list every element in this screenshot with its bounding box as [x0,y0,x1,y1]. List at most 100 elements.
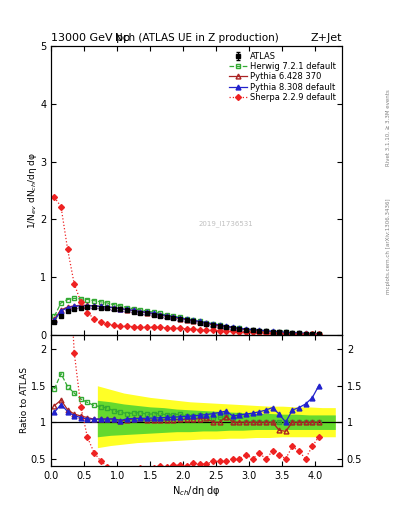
Line: Herwig 7.2.1 default: Herwig 7.2.1 default [52,296,321,336]
Sherpa 2.2.9 default [237,329,242,335]
Pythia 6.428 370 [316,331,321,337]
Herwig 7.2.1 default [277,329,281,335]
Pythia 6.428 370 [118,306,123,312]
Sherpa 2.2.9 default [250,329,255,335]
Pythia 8.308 default [197,318,202,325]
Text: Z+Jet: Z+Jet [310,33,342,44]
Pythia 8.308 default [145,309,149,315]
Pythia 8.308 default [52,317,57,324]
Herwig 7.2.1 default [310,331,314,337]
Herwig 7.2.1 default [158,310,163,316]
Sherpa 2.2.9 default [184,326,189,332]
Herwig 7.2.1 default [270,329,275,335]
Herwig 7.2.1 default [197,318,202,325]
Pythia 6.428 370 [310,331,314,337]
Pythia 6.428 370 [131,307,136,313]
Herwig 7.2.1 default [171,313,176,319]
Pythia 8.308 default [250,327,255,333]
Line: Sherpa 2.2.9 default: Sherpa 2.2.9 default [52,195,321,336]
Herwig 7.2.1 default [224,324,229,330]
Text: 2019_I1736531: 2019_I1736531 [198,220,253,227]
Text: mcplots.cern.ch [arXiv:1306.3436]: mcplots.cern.ch [arXiv:1306.3436] [386,198,391,293]
Herwig 7.2.1 default [112,302,116,308]
Sherpa 2.2.9 default [65,246,70,252]
Herwig 7.2.1 default [164,312,169,318]
Sherpa 2.2.9 default [158,324,163,330]
Sherpa 2.2.9 default [270,330,275,336]
Pythia 6.428 370 [204,320,209,326]
Pythia 6.428 370 [217,323,222,329]
Y-axis label: Ratio to ATLAS: Ratio to ATLAS [20,367,29,433]
Sherpa 2.2.9 default [59,203,63,209]
Pythia 6.428 370 [98,304,103,310]
Sherpa 2.2.9 default [105,321,110,327]
Pythia 8.308 default [191,317,196,324]
Line: Pythia 6.428 370: Pythia 6.428 370 [52,303,321,336]
Pythia 6.428 370 [297,330,301,336]
Pythia 6.428 370 [85,302,90,308]
Pythia 8.308 default [112,305,116,311]
Pythia 6.428 370 [72,303,77,309]
Sherpa 2.2.9 default [151,324,156,330]
Pythia 8.308 default [297,330,301,336]
Herwig 7.2.1 default [52,313,57,319]
Pythia 6.428 370 [197,319,202,325]
Pythia 6.428 370 [257,328,262,334]
Pythia 6.428 370 [92,303,96,309]
Sherpa 2.2.9 default [217,328,222,334]
Pythia 8.308 default [316,331,321,337]
Pythia 8.308 default [237,325,242,331]
Herwig 7.2.1 default [105,300,110,306]
Pythia 8.308 default [151,310,156,316]
Sherpa 2.2.9 default [316,331,321,337]
Sherpa 2.2.9 default [72,281,77,287]
Pythia 8.308 default [105,304,110,310]
Herwig 7.2.1 default [244,327,248,333]
Pythia 8.308 default [59,308,63,314]
Sherpa 2.2.9 default [244,329,248,335]
Pythia 6.428 370 [79,302,83,308]
Pythia 6.428 370 [59,307,63,313]
Sherpa 2.2.9 default [52,194,57,200]
Sherpa 2.2.9 default [178,325,182,331]
Pythia 8.308 default [92,303,96,309]
Pythia 8.308 default [164,313,169,319]
Herwig 7.2.1 default [59,300,63,306]
Pythia 6.428 370 [191,318,196,324]
Sherpa 2.2.9 default [211,327,215,333]
Legend: ATLAS, Herwig 7.2.1 default, Pythia 6.428 370, Pythia 8.308 default, Sherpa 2.2.: ATLAS, Herwig 7.2.1 default, Pythia 6.42… [227,50,338,103]
Herwig 7.2.1 default [283,329,288,335]
Pythia 8.308 default [283,329,288,335]
Sherpa 2.2.9 default [224,328,229,334]
Pythia 6.428 370 [270,329,275,335]
Pythia 8.308 default [138,309,143,315]
Pythia 6.428 370 [211,322,215,328]
Herwig 7.2.1 default [303,330,308,336]
Pythia 8.308 default [270,328,275,334]
X-axis label: N$_{ch}$/dη dφ: N$_{ch}$/dη dφ [172,483,221,498]
Pythia 6.428 370 [105,304,110,310]
Pythia 8.308 default [85,303,90,309]
Text: 13000 GeV pp: 13000 GeV pp [51,33,130,44]
Herwig 7.2.1 default [231,325,235,331]
Herwig 7.2.1 default [98,298,103,305]
Pythia 6.428 370 [138,309,143,315]
Pythia 6.428 370 [184,316,189,323]
Pythia 6.428 370 [231,325,235,331]
Sherpa 2.2.9 default [112,323,116,329]
Y-axis label: 1/N$_{ev}$ dN$_{ch}$/dη dφ: 1/N$_{ev}$ dN$_{ch}$/dη dφ [26,152,39,229]
Pythia 6.428 370 [151,311,156,317]
Text: Rivet 3.1.10, ≥ 3.3M events: Rivet 3.1.10, ≥ 3.3M events [386,90,391,166]
Sherpa 2.2.9 default [92,315,96,322]
Herwig 7.2.1 default [191,317,196,324]
Sherpa 2.2.9 default [171,325,176,331]
Herwig 7.2.1 default [316,331,321,337]
Sherpa 2.2.9 default [191,326,196,332]
Pythia 8.308 default [184,316,189,322]
Pythia 6.428 370 [283,330,288,336]
Pythia 8.308 default [118,306,123,312]
Pythia 6.428 370 [112,305,116,311]
Herwig 7.2.1 default [138,307,143,313]
Sherpa 2.2.9 default [277,330,281,336]
Herwig 7.2.1 default [131,306,136,312]
